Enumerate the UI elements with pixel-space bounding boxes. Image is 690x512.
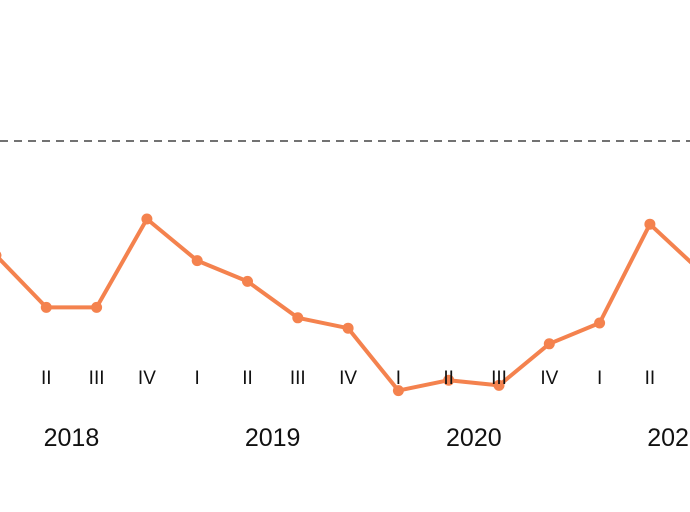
year-label-2018: 2018	[44, 424, 100, 452]
year-label-2019: 2019	[245, 424, 301, 452]
quarter-tick-label: IV	[339, 368, 357, 389]
quarter-tick-label: II	[242, 368, 253, 389]
quarter-tick-label: II	[645, 368, 656, 389]
data-point-13	[594, 317, 606, 329]
data-point-3	[91, 301, 103, 313]
data-point-10	[443, 374, 455, 386]
data-point-6	[242, 275, 253, 287]
year-label-2021: 2021	[647, 424, 690, 452]
data-point-9	[392, 385, 404, 397]
quarter-tick-label: I	[597, 368, 602, 389]
data-points	[0, 213, 656, 397]
data-point-14	[644, 218, 656, 230]
quarter-tick-label: III	[491, 368, 507, 389]
data-point-8	[342, 322, 354, 334]
data-point-1	[0, 251, 2, 260]
data-point-11	[493, 379, 505, 391]
quarter-tick-label: IV	[138, 368, 156, 389]
data-point-7	[292, 312, 304, 324]
quarter-tick-label: II	[41, 368, 52, 389]
quarter-tick-label: II	[443, 368, 454, 389]
year-label-2020: 2020	[446, 424, 502, 452]
quarter-tick-label: III	[290, 368, 306, 389]
quarter-tick-label: I	[195, 368, 200, 389]
quarter-tick-label: IV	[540, 368, 558, 389]
data-point-2	[40, 301, 52, 313]
series-line	[0, 217, 690, 393]
quarter-tick-label: I	[396, 368, 401, 389]
quarter-tick-label: III	[89, 368, 105, 389]
year-labels: 2018 2019 2020 2021	[44, 424, 690, 452]
data-point-4	[141, 213, 153, 225]
quarter-tick-labels: IIIIIIIVIIIIIIIVIIIIIIIVIIIIII	[41, 368, 656, 389]
data-point-5	[191, 255, 203, 267]
data-point-12	[543, 338, 555, 350]
